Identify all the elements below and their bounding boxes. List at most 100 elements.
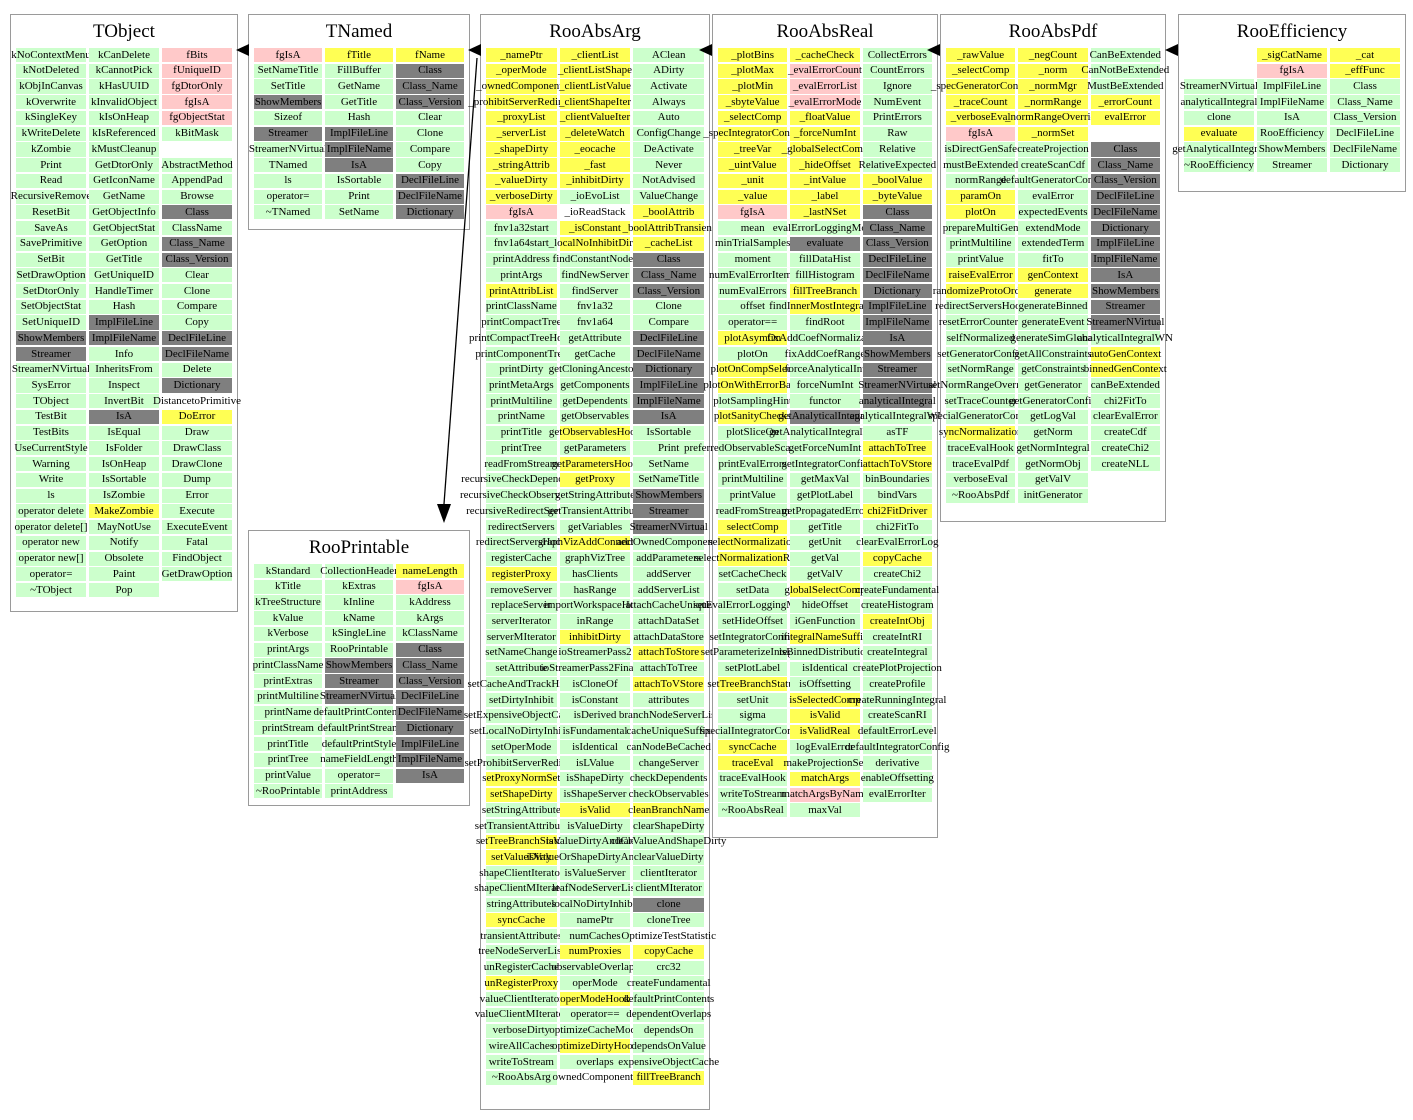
member-cell[interactable]: ResetBit [16,205,86,220]
member-cell[interactable]: fnv1a64 [559,315,631,330]
member-cell[interactable]: Class_Version [396,95,464,110]
member-cell[interactable]: getAnalyticalIntegral [1172,142,1266,157]
member-cell[interactable]: _cacheList [633,236,705,251]
member-cell[interactable]: mustBeExtended [943,158,1018,173]
member-cell[interactable]: setNameChange [485,645,557,660]
member-cell[interactable]: ImplFileName [89,331,159,346]
member-cell[interactable]: Dictionary [862,284,932,299]
member-cell[interactable]: _hideOffset [790,158,860,173]
member-cell[interactable]: clearEvalErrorLog [856,535,939,550]
member-cell[interactable]: DeclFileLine [633,331,705,346]
member-cell[interactable]: cleanBranchName [628,803,709,818]
member-cell[interactable]: getComponents [559,378,631,393]
member-cell[interactable]: operator= [254,189,322,204]
member-cell[interactable]: DeclFileName [162,346,232,362]
member-cell[interactable]: _selectComp [718,110,788,126]
member-cell[interactable]: IsA [862,331,932,346]
member-cell[interactable]: TestBits [16,425,86,440]
member-cell[interactable]: setValueDirty [486,850,557,865]
member-cell[interactable]: Clone [633,299,705,314]
member-cell[interactable]: _norm [1018,63,1088,78]
member-cell[interactable]: operator== [718,315,788,330]
member-cell[interactable]: kHasUUID [89,79,159,94]
member-cell[interactable]: getObservables [559,409,631,424]
member-cell[interactable]: setTraceCounter [945,394,1017,409]
member-cell[interactable]: Delete [162,362,232,377]
member-cell[interactable]: _normRange [1018,95,1088,110]
member-cell[interactable]: integralNameSuffix [781,630,869,645]
member-cell[interactable]: printEvalErrors [718,457,788,472]
member-cell[interactable]: findConstantNodes [553,252,637,267]
member-cell[interactable]: createPlotProjection [853,661,942,676]
member-cell[interactable]: DoError [162,409,232,424]
member-cell[interactable]: fixAddCoefRange [785,346,865,362]
member-cell[interactable]: _intValue [790,173,860,188]
member-cell[interactable]: kCanDelete [89,48,159,63]
member-cell[interactable]: generateSimGlobal [1011,331,1095,346]
member-cell[interactable]: generateEvent [1018,315,1088,330]
member-cell[interactable]: canNodeBeCached [627,740,711,755]
member-cell[interactable]: Class_Name [396,79,464,94]
member-cell[interactable]: _sbyteValue [718,95,788,110]
member-cell[interactable]: evalError [1090,110,1160,126]
member-cell[interactable]: kIsReferenced [89,126,159,141]
member-cell[interactable]: _normMgr [1018,79,1088,94]
member-cell[interactable]: setProxyNormSet [482,771,560,786]
member-cell[interactable]: _deleteWatch [559,126,631,141]
member-cell[interactable]: getObservablesHook [549,425,641,440]
member-cell[interactable]: Sizeof [254,110,322,126]
member-cell[interactable]: MustBeExtended [1087,79,1164,94]
member-cell[interactable]: printArgs [254,642,322,657]
member-cell[interactable]: Write [16,472,86,487]
member-cell[interactable]: ~RooAbsArg [486,1070,557,1085]
member-cell[interactable]: chi2FitTo [862,520,932,535]
member-cell[interactable]: plotSliceOn [718,425,788,440]
member-cell[interactable]: ImplFileName [862,315,932,330]
member-cell[interactable]: clientMIterator [633,881,705,897]
member-cell[interactable]: setLocalNoDirtyInhibit [470,724,573,739]
member-cell[interactable]: StreamerNVirtual [1180,79,1258,94]
member-cell[interactable]: kMustCleanup [89,142,159,157]
member-cell[interactable]: findInnerMostIntegration [769,299,881,314]
member-cell[interactable]: createIntObj [862,614,932,629]
member-cell[interactable]: ShowMembers [16,331,86,346]
member-cell[interactable]: DeclFileName [1090,205,1160,220]
member-cell[interactable]: Clear [396,110,464,126]
member-cell[interactable]: createIntegral [862,645,932,660]
member-cell[interactable]: getValV [1018,472,1088,487]
member-cell[interactable]: kSingleLine [325,626,393,642]
member-cell[interactable]: setUnit [718,693,788,708]
member-cell[interactable]: operator== [559,1007,631,1022]
member-cell[interactable]: getAttribute [559,331,631,346]
member-cell[interactable]: clientIterator [633,866,705,881]
member-cell[interactable]: TestBit [16,409,86,424]
member-cell[interactable]: Class_Version [1090,173,1160,188]
member-cell[interactable]: _clientValueIter [559,110,631,126]
member-cell[interactable]: wireAllCaches [486,1039,557,1054]
member-cell[interactable]: Class_Version [633,284,705,299]
member-cell[interactable]: canBeExtended [1090,378,1160,393]
member-cell[interactable]: fgIsA [254,48,322,63]
member-cell[interactable]: kValue [254,611,322,626]
member-cell[interactable]: Print [16,158,86,173]
member-cell[interactable]: ImplFileLine [633,378,705,393]
class-title-tnamed[interactable]: TNamed [325,20,393,42]
member-cell[interactable]: getGenerator [1018,378,1088,393]
member-cell[interactable]: Class_Version [1330,110,1400,126]
member-cell[interactable]: _plotMin [718,79,788,94]
member-cell[interactable]: kAddress [396,595,464,610]
member-cell[interactable]: redirectServersHook [935,299,1026,314]
member-cell[interactable]: DeclFileLine [1330,126,1400,141]
member-cell[interactable]: getPlotLabel [790,488,860,503]
member-cell[interactable]: autoGenContext [1089,346,1161,362]
member-cell[interactable]: AClean [633,48,705,63]
member-cell[interactable]: ImplFileLine [1090,236,1160,251]
member-cell[interactable]: generateBinned [1018,299,1088,314]
member-cell[interactable]: Hash [89,299,159,314]
member-cell[interactable]: ShowMembers [862,346,932,362]
member-cell[interactable]: globalSelectComp [784,582,866,598]
member-cell[interactable]: ClassName [162,221,232,236]
member-cell[interactable]: Streamer [325,674,393,689]
member-cell[interactable]: Read [16,173,86,188]
member-cell[interactable]: kIsOnHeap [89,110,159,126]
